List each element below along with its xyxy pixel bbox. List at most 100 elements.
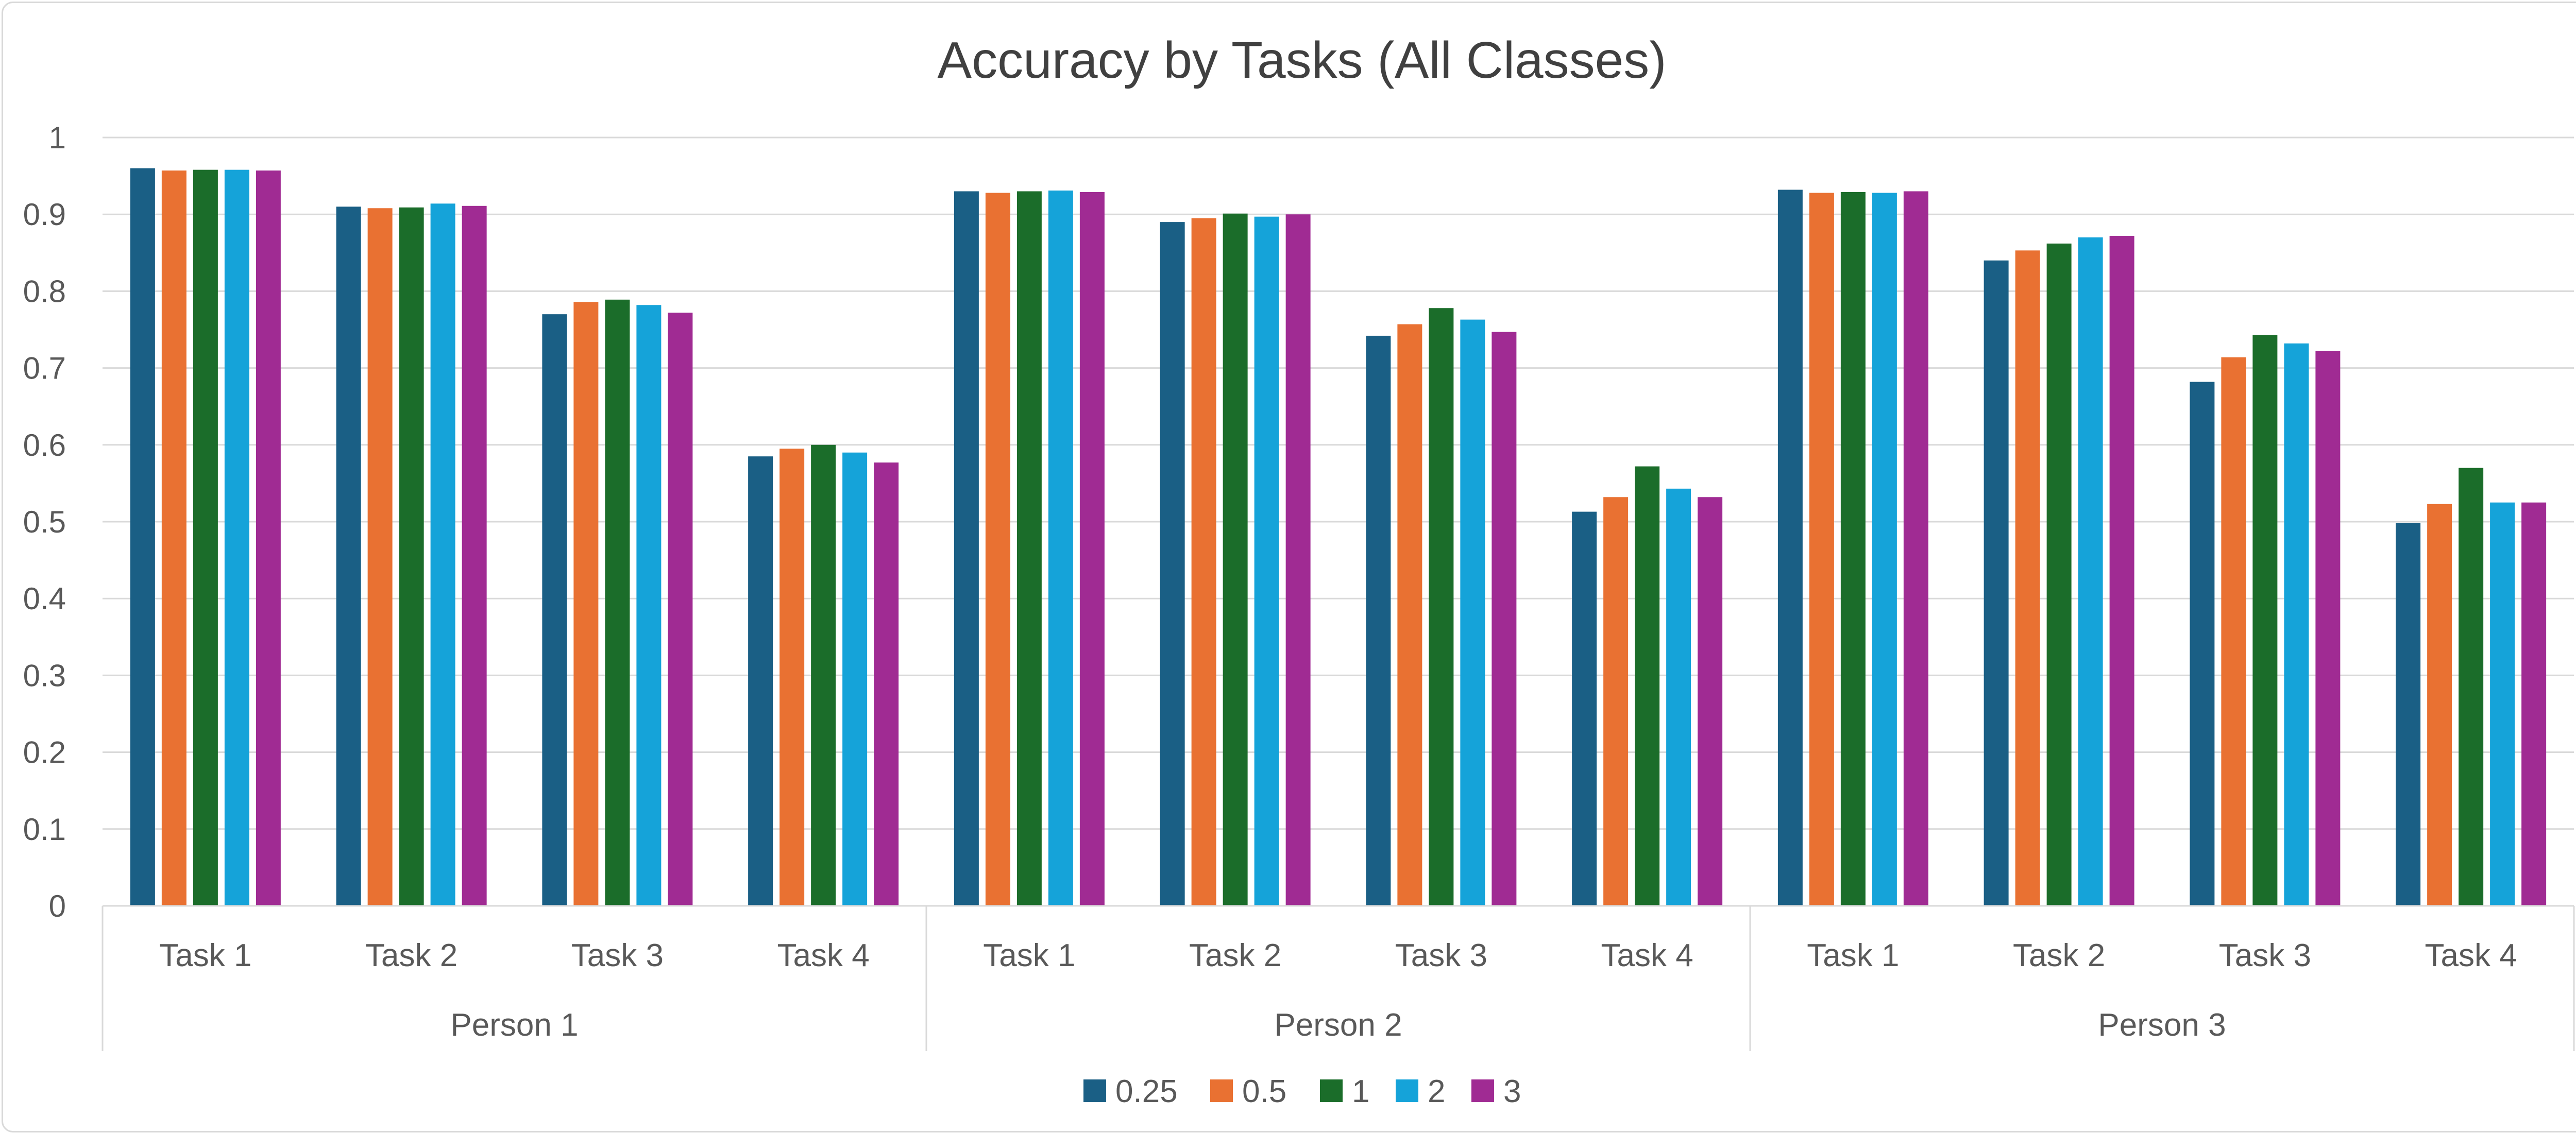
gridlines xyxy=(103,136,2574,907)
bar-series-0.25 xyxy=(130,168,155,906)
bar-series-3 xyxy=(256,170,281,906)
group-label: Person 2 xyxy=(1274,1007,1402,1043)
legend-label: 3 xyxy=(1503,1074,1521,1109)
bar-series-3 xyxy=(874,462,899,906)
legend-item: 0.5 xyxy=(1210,1074,1286,1109)
legend-label: 0.5 xyxy=(1242,1074,1286,1109)
bar-series-0.5 xyxy=(779,449,805,906)
bar-series-3 xyxy=(1698,497,1723,906)
bar-series-2 xyxy=(1666,488,1691,906)
bar-series-0.25 xyxy=(1366,335,1391,906)
bar-series-2 xyxy=(1254,216,1279,906)
legend-label: 2 xyxy=(1428,1074,1445,1109)
y-axis: 0 0.1 0.2 0.3 0.4 0.5 0.6 0.7 0.8 0.9 1 xyxy=(23,121,66,923)
bar-series-3 xyxy=(2109,235,2134,906)
bar-series-1 xyxy=(1635,466,1660,906)
bar-series-1 xyxy=(193,169,218,906)
y-tick-label: 0.3 xyxy=(23,658,66,693)
bar-series-0.5 xyxy=(2221,357,2246,906)
x-tick-label: Task 2 xyxy=(1189,938,1281,973)
bar-series-1 xyxy=(2459,468,2484,906)
bar-series-1 xyxy=(811,444,836,906)
bar-series-1 xyxy=(399,207,424,906)
bar-series-3 xyxy=(2521,502,2547,906)
x-tick-label: Task 3 xyxy=(1395,938,1487,973)
bar-series-0.5 xyxy=(573,302,599,906)
legend-swatch xyxy=(1083,1079,1106,1102)
bar-series-0.5 xyxy=(1191,218,1216,906)
bar-series-2 xyxy=(2284,343,2309,906)
bar-series-0.25 xyxy=(2190,382,2215,906)
group-label: Person 3 xyxy=(2098,1007,2226,1043)
bar-series-3 xyxy=(1903,191,1928,906)
bar-series-1 xyxy=(2046,243,2072,906)
bar-series-0.25 xyxy=(1777,190,1803,906)
x-tick-label: Task 1 xyxy=(159,938,251,973)
bar-series-2 xyxy=(224,169,249,906)
bar-series-2 xyxy=(842,452,868,906)
bar-series-0.5 xyxy=(161,170,187,906)
bar-series-3 xyxy=(668,313,693,906)
legend-label: 0.25 xyxy=(1115,1074,1178,1109)
legend-item: 0.25 xyxy=(1083,1074,1178,1109)
x-tick-label: Task 1 xyxy=(1807,938,1899,973)
bar-series-3 xyxy=(1492,332,1517,906)
y-tick-label: 0.8 xyxy=(23,274,66,308)
x-tick-label: Task 4 xyxy=(1601,938,1693,973)
x-tick-label: Task 4 xyxy=(2425,938,2517,973)
y-tick-label: 0.7 xyxy=(23,351,66,386)
legend-swatch xyxy=(1396,1079,1418,1102)
bar-series-0.25 xyxy=(542,314,567,906)
legend-item: 2 xyxy=(1396,1074,1445,1109)
x-tick-label: Task 3 xyxy=(571,938,664,973)
y-tick-label: 0.6 xyxy=(23,428,66,462)
bar-series-0.25 xyxy=(2396,523,2421,906)
bar-series-0.25 xyxy=(748,456,773,906)
x-tick-label: Task 4 xyxy=(777,938,870,973)
bar-series-1 xyxy=(1429,308,1454,906)
y-tick-label: 0.5 xyxy=(23,505,66,539)
bar-series-1 xyxy=(2252,335,2278,906)
x-tick-label: Task 2 xyxy=(365,938,457,973)
bar-series-3 xyxy=(1079,192,1105,906)
bar-series-3 xyxy=(2315,351,2341,906)
bar-series-0.25 xyxy=(1160,222,1185,906)
legend-item: 1 xyxy=(1320,1074,1369,1109)
bar-series-2 xyxy=(1872,193,1897,906)
bar-series-1 xyxy=(1016,191,1042,906)
x-tick-label: Task 1 xyxy=(983,938,1075,973)
chart-title: Accuracy by Tasks (All Classes) xyxy=(937,31,1666,89)
bar-series-2 xyxy=(636,305,662,906)
bar-series-0.5 xyxy=(367,208,393,906)
x-tick-label: Task 2 xyxy=(2013,938,2105,973)
bar-series-2 xyxy=(430,203,455,906)
x-axis: Task 1 Task 2 Task 3 Task 4 Task 1 Task 2 Task… xyxy=(101,905,2575,1051)
bar-series-0.5 xyxy=(1809,193,1834,906)
legend-swatch xyxy=(1471,1079,1494,1102)
legend-swatch xyxy=(1320,1079,1343,1102)
bar-series-0.25 xyxy=(954,191,979,906)
accuracy-bar-chart: Accuracy by Tasks (All Classes) 0 0.1 0.2 0… xyxy=(23,31,2575,1109)
legend: 0.25 0.5 1 2 3 xyxy=(1083,1074,1521,1109)
bar-series-2 xyxy=(2490,502,2515,906)
bar-series-0.5 xyxy=(2427,504,2452,906)
y-tick-label: 0.2 xyxy=(23,735,66,770)
bar-series-0.5 xyxy=(985,193,1010,906)
bar-series-1 xyxy=(1840,192,1866,906)
y-tick-label: 0.1 xyxy=(23,812,66,847)
x-tick-label: Task 3 xyxy=(2219,938,2311,973)
bar-series-2 xyxy=(2078,237,2103,906)
bar-series-2 xyxy=(1460,319,1485,906)
bar-series-3 xyxy=(1285,214,1311,906)
y-tick-label: 1 xyxy=(49,121,66,155)
bar-series-0.5 xyxy=(1397,324,1422,906)
bar-series-0.25 xyxy=(336,207,361,906)
legend-swatch xyxy=(1210,1079,1233,1102)
bars xyxy=(130,168,2547,906)
legend-item: 3 xyxy=(1471,1074,1521,1109)
y-tick-label: 0 xyxy=(49,889,66,923)
group-label: Person 1 xyxy=(450,1007,578,1043)
legend-label: 1 xyxy=(1352,1074,1369,1109)
bar-series-0.25 xyxy=(1984,260,2009,906)
